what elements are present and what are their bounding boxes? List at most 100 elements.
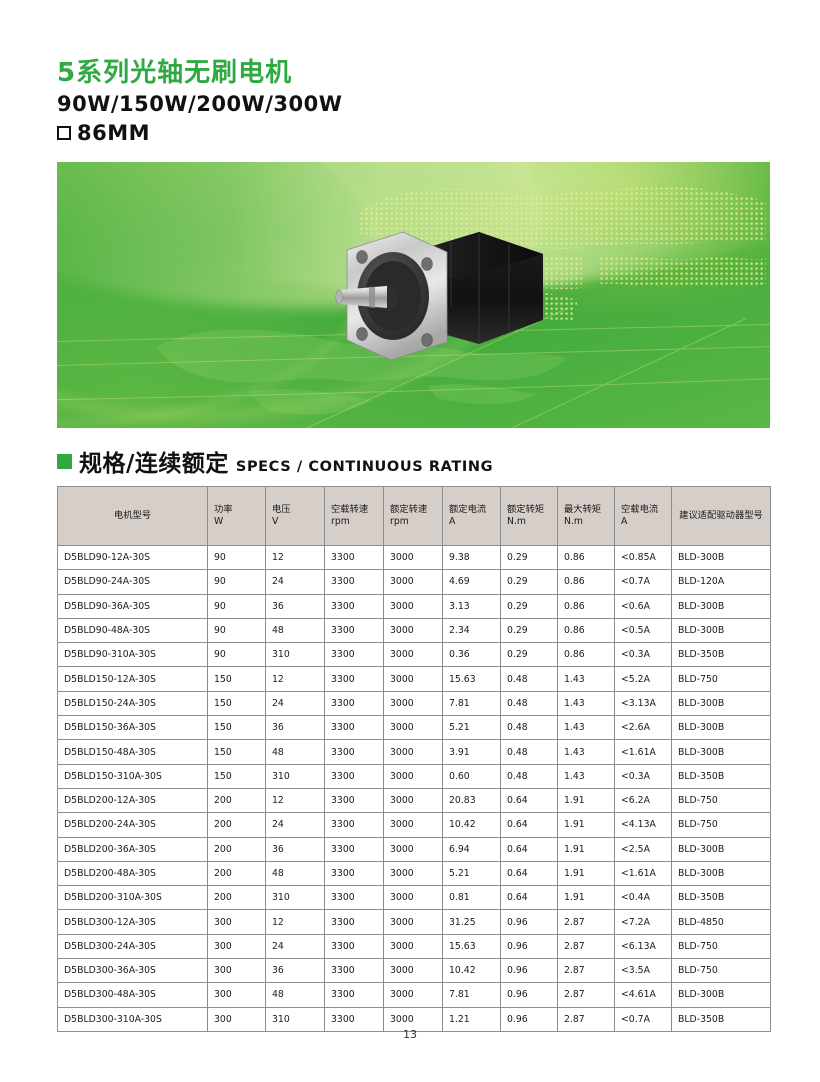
hero-banner: [57, 162, 770, 428]
column-header-unit: A: [621, 516, 628, 527]
table-row: D5BLD150-48A-30S 150 48 3300 3000 3.91 0.48 1.4…: [57, 739, 771, 765]
cell-value: BLD-120A: [671, 569, 771, 595]
cell-value: 3000: [383, 666, 443, 692]
cell-value: 12: [265, 787, 325, 814]
cell-value: 310: [265, 763, 325, 789]
column-header-unit: N.m: [564, 516, 583, 527]
cell-value: 1.21: [442, 1006, 501, 1032]
cell-value: BLD-350B: [671, 642, 771, 668]
cell-value: BLD-300B: [671, 860, 771, 887]
cell-value: 3000: [383, 812, 443, 838]
cell-value: <2.6A: [614, 715, 672, 741]
table-row: D5BLD90-12A-30S 90 12 3300 3000 9.38 0.29 0.86 <…: [57, 544, 771, 571]
column-header-unit: rpm: [390, 516, 409, 527]
table-row: D5BLD200-24A-30S 200 24 3300 3000 10.42 0.64 1.…: [57, 812, 771, 838]
cell-value: 90: [207, 617, 266, 644]
cell-value: 3000: [383, 787, 443, 814]
cell-motor-model: D5BLD90-36A-30S: [57, 593, 208, 619]
column-header-label: 额定转矩: [507, 504, 545, 515]
cell-value: 1.91: [557, 836, 615, 862]
cell-value: 0.48: [500, 690, 558, 717]
cell-value: 3300: [324, 739, 384, 765]
table-row: D5BLD150-36A-30S 150 36 3300 3000 5.21 0.48 1.4…: [57, 715, 771, 741]
cell-value: 310: [265, 642, 325, 668]
cell-value: 90: [207, 642, 266, 668]
cell-value: 10.42: [442, 812, 501, 838]
cell-value: <1.61A: [614, 860, 672, 887]
cell-value: 48: [265, 982, 325, 1008]
cell-value: 310: [265, 1006, 325, 1032]
table-row: D5BLD300-24A-30S 300 24 3300 3000 15.63 0.96 2.…: [57, 933, 771, 960]
cell-value: 15.63: [442, 933, 501, 960]
cell-value: 1.91: [557, 812, 615, 838]
power-range-label: 90W/150W/200W/300W: [57, 92, 343, 116]
cell-value: 0.29: [500, 544, 558, 571]
cell-value: 1.43: [557, 666, 615, 692]
cell-motor-model: D5BLD90-310A-30S: [57, 642, 208, 668]
cell-value: 0.96: [500, 909, 558, 935]
table-row: D5BLD200-36A-30S 200 36 3300 3000 6.94 0.64 1.9…: [57, 836, 771, 862]
cell-value: BLD-750: [671, 787, 771, 814]
cell-value: 15.63: [442, 666, 501, 692]
cell-value: 0.29: [500, 617, 558, 644]
cell-value: 3300: [324, 787, 384, 814]
spec-table-container: 电机型号 功率 W 电压 V 空载转速 rpm 额定转速 rpm 额定电流 A 额定转矩 N.m 最大转矩…: [57, 486, 771, 1032]
cell-motor-model: D5BLD300-24A-30S: [57, 933, 208, 960]
table-row: D5BLD300-12A-30S 300 12 3300 3000 31.25 0.96 2.…: [57, 909, 771, 935]
cell-value: 1.43: [557, 763, 615, 789]
cell-value: <2.5A: [614, 836, 672, 862]
cell-value: 3000: [383, 958, 443, 984]
cell-value: BLD-350B: [671, 885, 771, 911]
column-header-label: 最大转矩: [564, 504, 602, 515]
specs-continuous-rating-table: 电机型号 功率 W 电压 V 空载转速 rpm 额定转速 rpm 额定电流 A 额定转矩 N.m 最大转矩…: [57, 486, 771, 1032]
cell-motor-model: D5BLD200-48A-30S: [57, 860, 208, 887]
cell-value: 5.21: [442, 860, 501, 887]
column-header-label: 额定电流: [449, 504, 487, 515]
cell-value: 2.87: [557, 933, 615, 960]
cell-value: 1.91: [557, 787, 615, 814]
cell-value: 12: [265, 666, 325, 692]
cell-value: <4.61A: [614, 982, 672, 1008]
table-row: D5BLD300-48A-30S 300 48 3300 3000 7.81 0.96 2.8…: [57, 982, 771, 1008]
column-header-unit: W: [214, 516, 224, 527]
table-row: D5BLD200-12A-30S 200 12 3300 3000 20.83 0.64 1.…: [57, 787, 771, 814]
cell-value: BLD-300B: [671, 690, 771, 717]
cell-value: 1.91: [557, 885, 615, 911]
cell-value: <6.13A: [614, 933, 672, 960]
column-header-label: 额定转速: [390, 504, 428, 515]
cell-value: 24: [265, 690, 325, 717]
cell-value: 3300: [324, 909, 384, 935]
column-header-label: 建议适配驱动器型号: [679, 510, 763, 521]
cell-value: 20.83: [442, 787, 501, 814]
table-row: D5BLD90-24A-30S 90 24 3300 3000 4.69 0.29 0.86 <…: [57, 569, 771, 595]
cell-value: 200: [207, 885, 266, 911]
cell-value: 150: [207, 763, 266, 789]
cell-value: 150: [207, 715, 266, 741]
cell-value: 0.48: [500, 666, 558, 692]
cell-value: 3000: [383, 569, 443, 595]
cell-value: BLD-300B: [671, 544, 771, 571]
cell-value: 10.42: [442, 958, 501, 984]
cell-value: 3300: [324, 885, 384, 911]
cell-value: 7.81: [442, 982, 501, 1008]
cell-value: <0.5A: [614, 617, 672, 644]
cell-value: 200: [207, 787, 266, 814]
cell-value: 0.86: [557, 544, 615, 571]
cell-value: BLD-750: [671, 812, 771, 838]
cell-value: 200: [207, 860, 266, 887]
cell-value: <3.13A: [614, 690, 672, 717]
cell-motor-model: D5BLD300-12A-30S: [57, 909, 208, 935]
table-row: D5BLD90-310A-30S 90 310 3300 3000 0.36 0.29 0.8…: [57, 642, 771, 668]
cell-value: <5.2A: [614, 666, 672, 692]
cell-motor-model: D5BLD90-48A-30S: [57, 617, 208, 644]
column-header-10: 建议适配驱动器型号: [671, 486, 771, 546]
cell-value: 48: [265, 860, 325, 887]
table-row: D5BLD200-48A-30S 200 48 3300 3000 5.21 0.64 1.9…: [57, 860, 771, 887]
cell-value: 150: [207, 739, 266, 765]
cell-value: 3000: [383, 982, 443, 1008]
cell-value: <0.85A: [614, 544, 672, 571]
cell-value: 0.29: [500, 642, 558, 668]
cell-value: 0.64: [500, 885, 558, 911]
cell-value: <7.2A: [614, 909, 672, 935]
cell-value: <0.3A: [614, 642, 672, 668]
